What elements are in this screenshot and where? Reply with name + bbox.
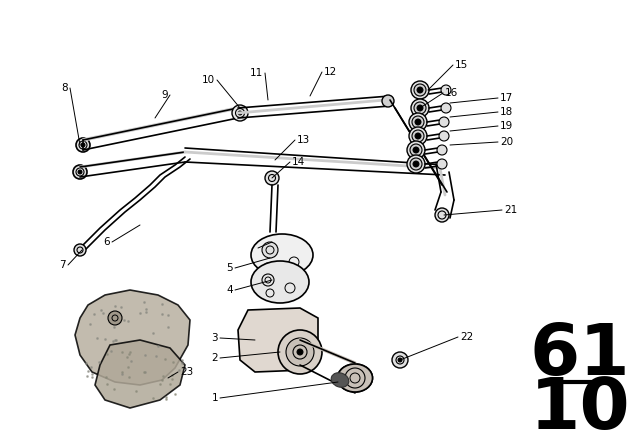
Circle shape bbox=[407, 141, 425, 159]
Circle shape bbox=[262, 242, 278, 258]
Circle shape bbox=[78, 170, 82, 174]
Circle shape bbox=[435, 208, 449, 222]
Circle shape bbox=[412, 130, 424, 142]
Ellipse shape bbox=[337, 364, 372, 392]
Circle shape bbox=[437, 145, 447, 155]
Ellipse shape bbox=[337, 364, 372, 392]
Text: 9: 9 bbox=[161, 90, 168, 100]
Text: 23: 23 bbox=[180, 367, 193, 377]
Text: 1: 1 bbox=[211, 393, 218, 403]
Text: 12: 12 bbox=[324, 67, 337, 77]
Text: 10: 10 bbox=[202, 75, 215, 85]
Circle shape bbox=[74, 244, 86, 256]
Text: 10: 10 bbox=[530, 375, 630, 444]
Circle shape bbox=[278, 330, 322, 374]
Text: 15: 15 bbox=[455, 60, 468, 70]
Text: 5: 5 bbox=[227, 263, 233, 273]
Circle shape bbox=[412, 116, 424, 128]
Circle shape bbox=[439, 117, 449, 127]
Circle shape bbox=[439, 131, 449, 141]
Text: 22: 22 bbox=[460, 332, 473, 342]
Text: 20: 20 bbox=[500, 137, 513, 147]
Text: 4: 4 bbox=[227, 285, 233, 295]
Circle shape bbox=[414, 84, 426, 96]
Polygon shape bbox=[75, 290, 190, 385]
Circle shape bbox=[413, 147, 419, 153]
Text: 11: 11 bbox=[250, 68, 263, 78]
Circle shape bbox=[411, 81, 429, 99]
Text: 13: 13 bbox=[297, 135, 310, 145]
Circle shape bbox=[413, 161, 419, 167]
Circle shape bbox=[407, 155, 425, 173]
Text: 7: 7 bbox=[60, 260, 66, 270]
Text: 14: 14 bbox=[292, 157, 305, 167]
Circle shape bbox=[73, 165, 87, 179]
Text: 17: 17 bbox=[500, 93, 513, 103]
Text: 18: 18 bbox=[500, 107, 513, 117]
Circle shape bbox=[441, 85, 451, 95]
Circle shape bbox=[417, 87, 423, 93]
Circle shape bbox=[398, 358, 402, 362]
Text: 6: 6 bbox=[104, 237, 110, 247]
Circle shape bbox=[414, 102, 426, 114]
Text: 16: 16 bbox=[445, 88, 458, 98]
Circle shape bbox=[76, 138, 90, 152]
Text: 2: 2 bbox=[211, 353, 218, 363]
Circle shape bbox=[410, 144, 422, 156]
Circle shape bbox=[297, 349, 303, 355]
Circle shape bbox=[81, 143, 85, 147]
Circle shape bbox=[409, 113, 427, 131]
Circle shape bbox=[437, 159, 447, 169]
Polygon shape bbox=[238, 308, 318, 372]
Ellipse shape bbox=[251, 234, 313, 276]
Circle shape bbox=[265, 171, 279, 185]
Text: 61: 61 bbox=[530, 320, 630, 389]
Polygon shape bbox=[95, 340, 185, 408]
Circle shape bbox=[108, 311, 122, 325]
Ellipse shape bbox=[332, 373, 349, 387]
Circle shape bbox=[441, 103, 451, 113]
Circle shape bbox=[410, 158, 422, 170]
Circle shape bbox=[417, 105, 423, 111]
Circle shape bbox=[415, 119, 421, 125]
Text: 19: 19 bbox=[500, 121, 513, 131]
Circle shape bbox=[411, 99, 429, 117]
Text: 8: 8 bbox=[61, 83, 68, 93]
Circle shape bbox=[409, 127, 427, 145]
Circle shape bbox=[382, 95, 394, 107]
Text: 21: 21 bbox=[504, 205, 517, 215]
Circle shape bbox=[286, 338, 314, 366]
Ellipse shape bbox=[251, 261, 309, 303]
Text: 3: 3 bbox=[211, 333, 218, 343]
Circle shape bbox=[415, 133, 421, 139]
Circle shape bbox=[238, 111, 242, 115]
Circle shape bbox=[392, 352, 408, 368]
Circle shape bbox=[232, 105, 248, 121]
